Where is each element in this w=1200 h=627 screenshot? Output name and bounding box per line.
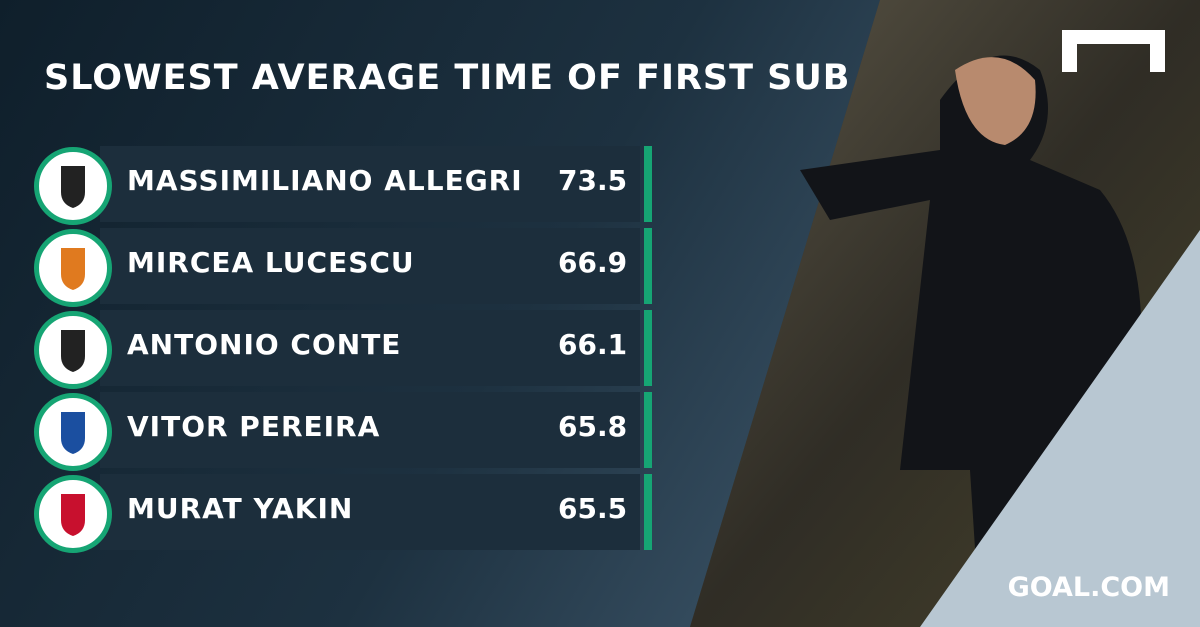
crest	[61, 248, 85, 290]
crest-shape	[61, 248, 85, 290]
crest-shape	[61, 412, 85, 454]
goal-logo	[1062, 30, 1165, 72]
row-accent	[644, 474, 652, 550]
club-badge	[34, 147, 112, 225]
row-accent	[644, 310, 652, 386]
coach-name: ANTONIO CONTE	[127, 328, 402, 361]
coach-name: MURAT YAKIN	[127, 492, 354, 525]
crest	[61, 166, 85, 208]
crest-shape	[61, 494, 85, 536]
club-badge	[34, 311, 112, 389]
brand: GOAL.COM	[1007, 572, 1170, 603]
coach-name: VITOR PEREIRA	[127, 410, 381, 443]
row-accent	[644, 228, 652, 304]
sub-time: 65.8	[558, 410, 628, 443]
club-badge	[34, 475, 112, 553]
title: SLOWEST AVERAGE TIME OF FIRST SUB	[44, 58, 851, 98]
sub-time: 66.9	[558, 246, 628, 279]
club-badge	[34, 393, 112, 471]
coach-name: MIRCEA LUCESCU	[127, 246, 415, 279]
sub-time: 73.5	[558, 164, 628, 197]
row: VITOR PEREIRA 65.8	[100, 392, 640, 468]
club-badge	[34, 229, 112, 307]
row: MURAT YAKIN 65.5	[100, 474, 640, 550]
light-diagonal	[920, 230, 1200, 627]
row-accent	[644, 392, 652, 468]
coach-name: MASSIMILIANO ALLEGRI	[127, 164, 523, 197]
sub-time: 66.1	[558, 328, 628, 361]
crest-shape	[61, 166, 85, 208]
crest	[61, 330, 85, 372]
coach-face	[955, 57, 1036, 146]
row: MASSIMILIANO ALLEGRI 73.5	[100, 146, 640, 222]
row: ANTONIO CONTE 66.1	[100, 310, 640, 386]
sub-time: 65.5	[558, 492, 628, 525]
row-accent	[644, 146, 652, 222]
crest	[61, 412, 85, 454]
row: MIRCEA LUCESCU 66.9	[100, 228, 640, 304]
crest-shape	[61, 330, 85, 372]
crest	[61, 494, 85, 536]
